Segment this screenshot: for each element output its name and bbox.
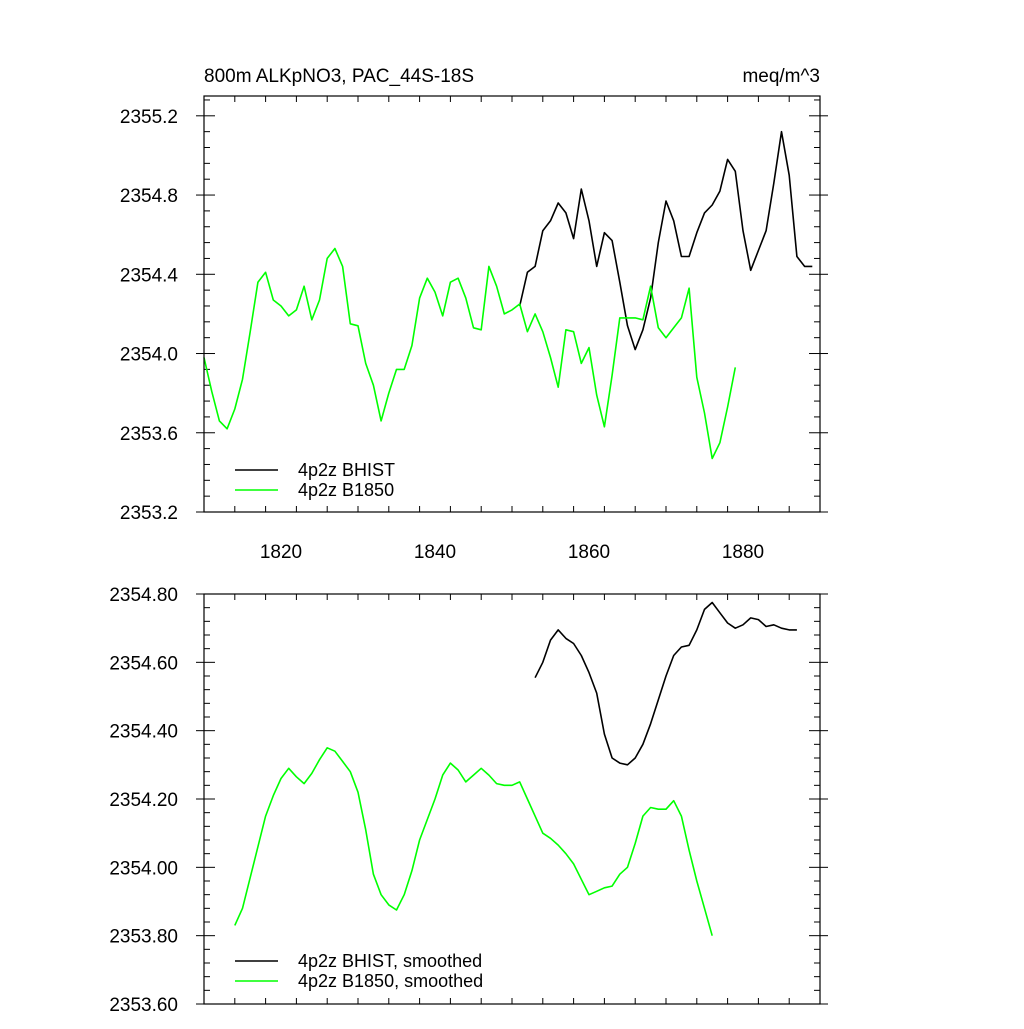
top-chart-frame xyxy=(203,95,821,513)
bottom-y-tick-label-4: 2354.40 xyxy=(109,722,178,743)
top-x-tick-label-2: 1860 xyxy=(568,542,610,563)
top-x-tick-label-1: 1840 xyxy=(414,542,456,563)
bottom-y-tick-label-5: 2354.60 xyxy=(109,653,178,674)
bottom-y-tick-label-3: 2354.20 xyxy=(109,790,178,811)
bottom-series-line-1 xyxy=(234,746,713,936)
legend-label-b1850: 4p2z B1850 xyxy=(298,480,394,500)
top-chart-panel: 800m ALKpNO3, PAC_44S-18S meq/m^3 2353.2… xyxy=(120,66,828,563)
bottom-y-tick-label-6: 2354.80 xyxy=(109,585,178,606)
top-y-tick-label-2: 2354.0 xyxy=(120,345,178,366)
top-chart-x-tick-labels: 1820 1840 1860 1880 xyxy=(260,542,764,563)
top-chart-ticks xyxy=(196,96,828,513)
bottom-chart-ticks xyxy=(196,593,828,1005)
top-x-tick-label-3: 1880 xyxy=(722,542,764,563)
top-y-tick-label-3: 2354.4 xyxy=(120,265,179,286)
top-series-line-1 xyxy=(203,247,737,460)
top-y-tick-label-4: 2354.8 xyxy=(120,186,178,207)
top-chart-legend: 4p2z BHIST 4p2z B1850 xyxy=(235,460,395,500)
bottom-chart-frame xyxy=(203,593,821,1005)
bottom-y-tick-label-2: 2354.00 xyxy=(109,858,178,879)
top-chart-y-tick-labels: 2353.2 2353.6 2354.0 2354.4 2354.8 2355.… xyxy=(120,107,179,524)
bottom-chart-series xyxy=(234,601,797,936)
top-chart-series xyxy=(203,130,813,460)
top-chart-units: meq/m^3 xyxy=(742,66,820,87)
top-y-tick-label-0: 2353.2 xyxy=(120,503,178,524)
legend-label-bhist: 4p2z BHIST xyxy=(298,460,395,480)
top-y-tick-label-5: 2355.2 xyxy=(120,107,178,128)
top-series-line-0 xyxy=(518,130,813,351)
bottom-y-tick-label-1: 2353.80 xyxy=(109,927,178,948)
bottom-series-line-0 xyxy=(534,601,797,766)
bottom-y-tick-label-0: 2353.60 xyxy=(109,995,178,1016)
legend-label-b1850-smoothed: 4p2z B1850, smoothed xyxy=(298,971,483,991)
bottom-chart-legend: 4p2z BHIST, smoothed 4p2z B1850, smoothe… xyxy=(235,951,483,991)
top-y-tick-label-1: 2353.6 xyxy=(120,424,178,445)
bottom-chart-panel: 2353.60 2353.80 2354.00 2354.20 2354.40 … xyxy=(109,585,828,1016)
top-chart-title: 800m ALKpNO3, PAC_44S-18S xyxy=(204,66,474,87)
top-x-tick-label-0: 1820 xyxy=(260,542,302,563)
bottom-chart-y-tick-labels: 2353.60 2353.80 2354.00 2354.20 2354.40 … xyxy=(109,585,178,1016)
legend-label-bhist-smoothed: 4p2z BHIST, smoothed xyxy=(298,951,482,971)
